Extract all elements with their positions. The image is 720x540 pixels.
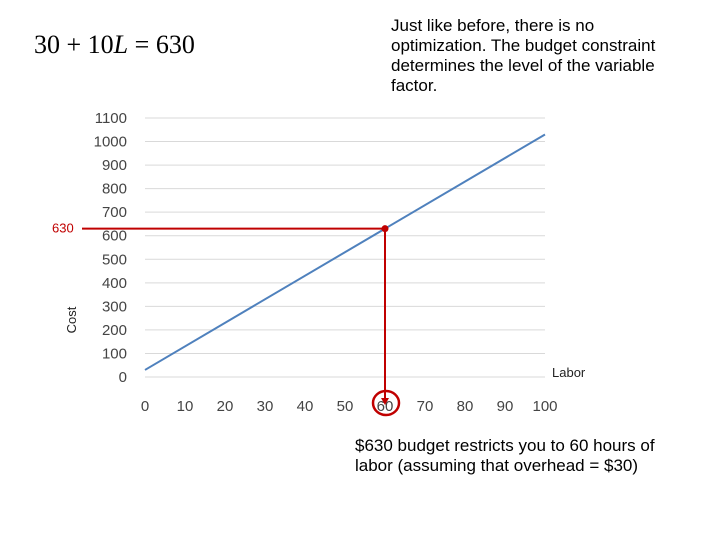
- x-tick-label-10: 10: [177, 398, 194, 415]
- y-tick-label-700: 700: [102, 204, 127, 221]
- y-tick-label-100: 100: [102, 345, 127, 362]
- explanation-note: Just like before, there is no optimizati…: [391, 16, 656, 95]
- y-tick-label-200: 200: [102, 322, 127, 339]
- y-tick-label-0: 0: [119, 369, 127, 386]
- series-line-0: [144, 133, 546, 371]
- highlight-group: [82, 225, 401, 417]
- equation-equals: =: [128, 30, 156, 59]
- y-tick-label-1000: 1000: [94, 134, 127, 151]
- equation-result: 630: [155, 30, 195, 59]
- highlight-arrowhead: [381, 398, 389, 405]
- y-axis-title: Cost: [64, 306, 79, 333]
- equation-variable: L: [113, 30, 129, 59]
- y-tick-label-500: 500: [102, 251, 127, 268]
- x-tick-label-60: 60: [377, 398, 394, 415]
- x-tick-label-90: 90: [497, 398, 514, 415]
- x-tick-label-20: 20: [217, 398, 234, 415]
- y-tick-labels: 0 100 200 300 400 500 600 700 800 900 1000 1100: [94, 110, 127, 386]
- y-tick-label-900: 900: [102, 157, 127, 174]
- x-tick-label-70: 70: [417, 398, 434, 415]
- highlight-value-label: 630: [52, 221, 74, 236]
- highlight-point: [381, 225, 389, 233]
- y-tick-label-800: 800: [102, 181, 127, 198]
- budget-equation: 30 + 10L = 630: [34, 30, 195, 60]
- budget-note: $630 budget restricts you to 60 hours of…: [355, 436, 655, 475]
- x-tick-label-100: 100: [532, 398, 557, 415]
- highlight-tick-circle: [371, 389, 401, 417]
- y-tick-label-300: 300: [102, 298, 127, 315]
- y-tick-label-400: 400: [102, 275, 127, 292]
- x-tick-label-40: 40: [297, 398, 314, 415]
- x-tick-label-50: 50: [337, 398, 354, 415]
- x-axis-title: Labor: [552, 365, 586, 380]
- y-tick-label-600: 600: [102, 228, 127, 245]
- x-tick-labels: 0 10 20 30 40 50 60 70 80 90 100: [141, 398, 558, 415]
- series-group: [144, 133, 546, 371]
- equation-constant: 30: [34, 30, 60, 59]
- grid-lines: [145, 117, 545, 378]
- x-tick-label-80: 80: [457, 398, 474, 415]
- y-tick-label-1100: 1100: [95, 110, 127, 127]
- x-tick-label-0: 0: [141, 398, 149, 415]
- x-tick-label-30: 30: [257, 398, 274, 415]
- equation-plus: +: [60, 30, 88, 59]
- equation-coef: 10: [87, 30, 114, 59]
